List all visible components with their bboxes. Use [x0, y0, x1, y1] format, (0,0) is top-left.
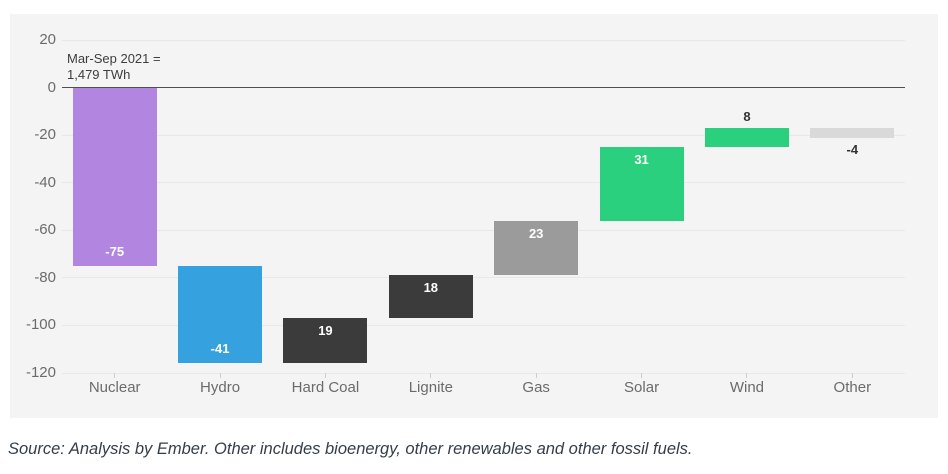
- x-tickmark-hydro: [219, 373, 221, 378]
- y-axis: 20 0 -20 -40 -60 -80 -100 -120: [10, 31, 56, 381]
- x-axis-label-hydro: Hydro: [200, 379, 241, 396]
- baseline-annotation: Mar-Sep 2021 = 1,479 TWh: [67, 51, 161, 83]
- x-tickmark-gas: [535, 373, 537, 378]
- bar-wind: [704, 128, 789, 148]
- y-axis-tick-label--40: -40: [34, 173, 56, 191]
- y-axis-tick-label--60: -60: [34, 221, 56, 239]
- bar-lignite: [388, 275, 473, 319]
- x-axis-label-hard-coal: Hard Coal: [291, 379, 360, 396]
- gridline--80: [62, 277, 905, 279]
- bar-value-label-gas: 23: [528, 225, 544, 241]
- gridline--60: [62, 229, 905, 231]
- bar-value-label-hydro: -41: [210, 341, 230, 357]
- bar-value-label-wind: 8: [743, 109, 751, 124]
- y-axis-tick-label--20: -20: [34, 126, 56, 144]
- bar-hydro: [178, 265, 263, 364]
- bar-hard-coal: [283, 318, 368, 364]
- y-axis-tick-label-20: 20: [39, 31, 56, 48]
- x-tickmark-other: [851, 373, 853, 378]
- gridline--100: [62, 324, 905, 326]
- x-tickmark-lignite: [430, 373, 432, 378]
- x-axis-label-solar: Solar: [624, 379, 660, 396]
- plot-area: -75 -41 19 18 23 31 8 -4: [62, 39, 905, 378]
- y-axis-tick-label-0: 0: [47, 78, 56, 96]
- gridline--120: [62, 372, 905, 374]
- x-axis-label-nuclear: Nuclear: [88, 379, 141, 396]
- y-axis-tick-label--120: -120: [25, 364, 56, 381]
- bar-value-label-nuclear: -75: [105, 243, 125, 259]
- y-axis-tick-label--100: -100: [25, 316, 56, 334]
- bar-other: [810, 128, 895, 138]
- annotation-line-2: 1,479 TWh: [67, 67, 131, 82]
- bar-solar: [599, 147, 684, 221]
- x-tickmark-hard-coal: [324, 373, 326, 378]
- x-axis-label-other: Other: [833, 379, 872, 396]
- x-tickmark-wind: [746, 373, 748, 378]
- bar-nuclear: [72, 87, 157, 266]
- x-axis-label-lignite: Lignite: [408, 379, 453, 396]
- source-note: Source: Analysis by Ember. Other include…: [8, 440, 693, 458]
- bar-value-label-lignite: 18: [423, 280, 439, 296]
- x-axis: Nuclear Hydro Hard Coal Lignite Gas Solar Wind…: [62, 379, 905, 401]
- bar-value-label-hard-coal: 19: [318, 323, 333, 339]
- x-tickmark-nuclear: [114, 373, 116, 378]
- bar-gas: [494, 220, 579, 276]
- x-axis-label-gas: Gas: [522, 379, 550, 396]
- gridline--20: [62, 134, 905, 136]
- gridline--40: [62, 182, 905, 184]
- bar-value-label-solar: 31: [634, 152, 649, 168]
- zero-gridline: [62, 87, 905, 89]
- x-tickmark-solar: [641, 373, 643, 378]
- chart-panel: 20 0 -20 -40 -60 -80 -100 -120 -75 -41 19 18 23 31 8-…: [10, 14, 938, 418]
- x-axis-label-wind: Wind: [729, 379, 765, 396]
- gridline-20: [62, 39, 905, 41]
- y-axis-tick-label--80: -80: [34, 268, 56, 286]
- annotation-line-1: Mar-Sep 2021 =: [67, 51, 161, 66]
- bar-value-label-other: -4: [846, 141, 859, 157]
